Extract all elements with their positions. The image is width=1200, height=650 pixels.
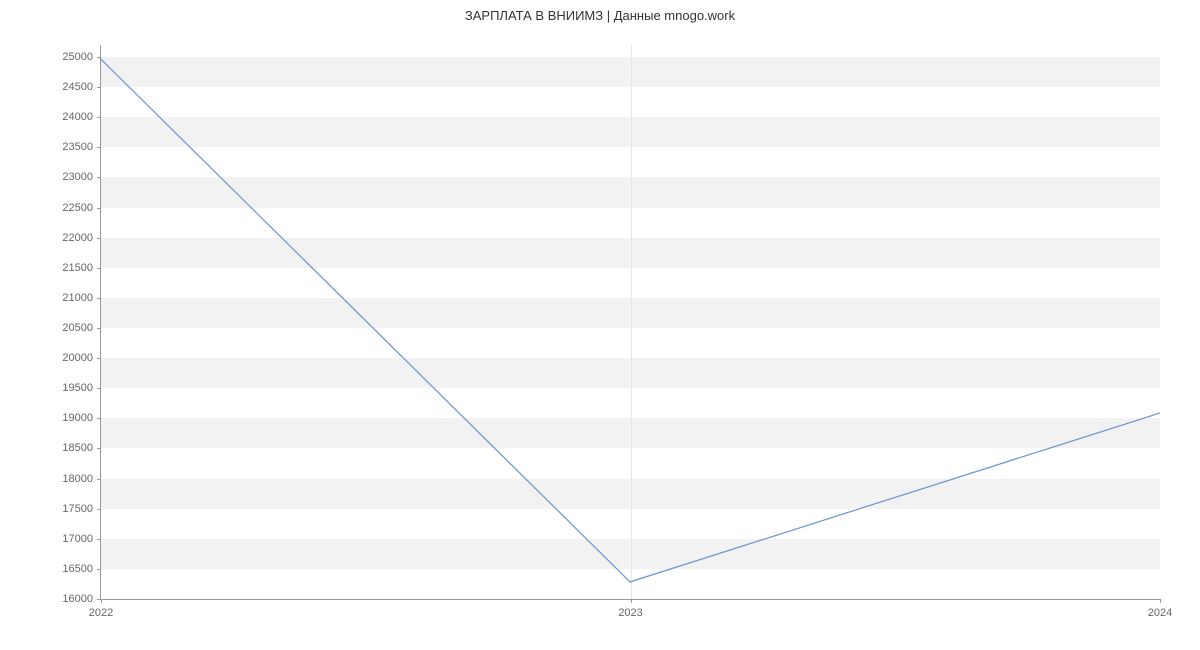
y-tick-label: 25000 <box>62 51 93 63</box>
y-tick-label: 18500 <box>62 442 93 454</box>
y-tick-label: 23500 <box>62 141 93 153</box>
y-tick-label: 24000 <box>62 111 93 123</box>
x-tick-label: 2023 <box>618 607 642 619</box>
chart-plot-area: 1600016500170001750018000185001900019500… <box>100 45 1160 600</box>
y-tick-label: 18000 <box>62 473 93 485</box>
y-tick-label: 22500 <box>62 202 93 214</box>
chart-title: ЗАРПЛАТА В ВНИИМЗ | Данные mnogo.work <box>0 0 1200 23</box>
y-tick-label: 17500 <box>62 503 93 515</box>
y-tick-label: 24500 <box>62 81 93 93</box>
y-tick-label: 20000 <box>62 352 93 364</box>
data-line <box>100 58 1160 582</box>
y-tick-label: 19000 <box>62 412 93 424</box>
y-tick-label: 21500 <box>62 262 93 274</box>
x-tick-mark <box>1160 599 1161 603</box>
x-tick-label: 2022 <box>89 607 113 619</box>
x-tick-label: 2024 <box>1148 607 1172 619</box>
y-tick-label: 21000 <box>62 292 93 304</box>
y-tick-label: 23000 <box>62 171 93 183</box>
y-tick-label: 22000 <box>62 232 93 244</box>
y-tick-label: 20500 <box>62 322 93 334</box>
y-tick-label: 16000 <box>62 593 93 605</box>
y-tick-label: 16500 <box>62 563 93 575</box>
y-tick-label: 19500 <box>62 382 93 394</box>
y-tick-label: 17000 <box>62 533 93 545</box>
